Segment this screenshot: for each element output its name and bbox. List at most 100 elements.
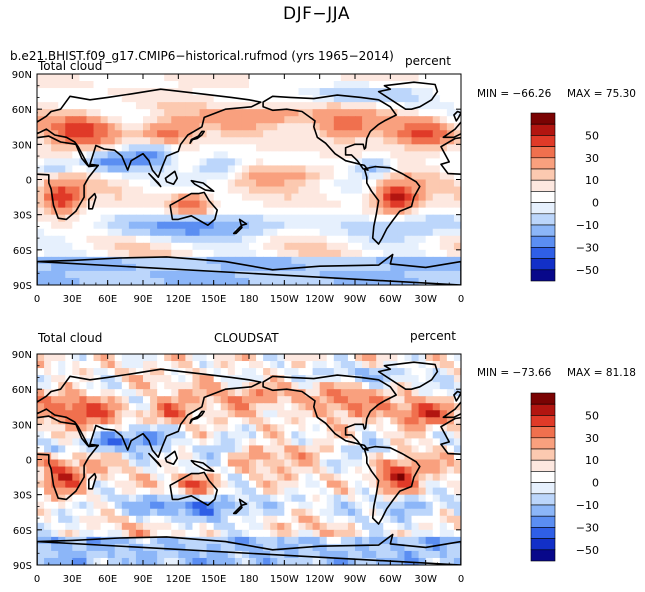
field-cell	[404, 424, 413, 432]
field-cell	[192, 95, 201, 103]
field-cell	[128, 501, 137, 510]
field-cell	[298, 487, 307, 496]
coastline	[377, 81, 439, 110]
field-cell	[305, 508, 314, 517]
field-cell	[150, 361, 158, 369]
field-cell	[121, 242, 130, 251]
field-cell	[143, 494, 151, 503]
field-cell	[390, 207, 398, 216]
field-cell	[185, 200, 194, 209]
field-cell	[439, 368, 448, 376]
field-cell	[432, 396, 441, 404]
field-cell	[333, 270, 342, 279]
field-cell	[256, 403, 264, 411]
field-cell	[270, 256, 278, 265]
field-cell	[418, 494, 427, 503]
field-cell	[164, 543, 172, 552]
field-cell	[355, 361, 363, 369]
field-cell	[256, 130, 264, 138]
field-cell	[44, 207, 52, 216]
field-cell	[135, 354, 144, 362]
field-cell	[340, 270, 349, 279]
field-cell	[100, 550, 109, 559]
field-cell	[333, 543, 342, 552]
field-cell	[241, 221, 250, 230]
field-cell	[93, 172, 102, 181]
field-cell	[256, 354, 264, 362]
field-cell	[305, 424, 314, 432]
field-cell	[213, 494, 222, 503]
field-cell	[44, 200, 52, 209]
field-cell	[298, 536, 307, 545]
field-cell	[453, 242, 461, 251]
field-cell	[44, 515, 52, 524]
field-cell	[164, 389, 172, 397]
field-cell	[256, 102, 264, 110]
field-cell	[143, 445, 151, 454]
field-cell	[213, 263, 222, 272]
field-cell	[37, 466, 45, 475]
field-cell	[171, 473, 179, 482]
field-cell	[277, 515, 285, 524]
field-cell	[213, 466, 222, 475]
panel2-min-stat: MIN = −73.66	[477, 367, 552, 379]
field-cell	[93, 368, 102, 376]
field-cell	[241, 417, 250, 425]
field-cell	[65, 193, 73, 202]
field-cell	[178, 235, 186, 244]
field-cell	[93, 354, 102, 362]
field-cell	[256, 396, 264, 404]
field-cell	[439, 221, 448, 230]
field-cell	[107, 151, 116, 159]
field-cell	[171, 74, 179, 82]
field-cell	[390, 256, 398, 265]
field-cell	[58, 228, 66, 237]
field-cell	[86, 361, 95, 369]
field-cell	[333, 459, 342, 468]
field-cell	[199, 417, 208, 425]
field-cell	[404, 263, 413, 272]
field-cell	[404, 515, 413, 524]
field-cell	[93, 186, 102, 195]
field-cell	[192, 403, 201, 411]
field-cell	[312, 557, 321, 565]
field-cell	[404, 459, 413, 468]
field-cell	[284, 410, 292, 418]
field-cell	[143, 515, 151, 524]
field-cell	[312, 431, 321, 439]
field-cell	[227, 501, 236, 510]
field-cell	[213, 459, 222, 468]
field-cell	[432, 242, 441, 251]
field-cell	[164, 158, 172, 167]
field-cell	[340, 165, 349, 174]
field-cell	[326, 172, 335, 181]
field-cell	[51, 522, 59, 531]
field-cell	[128, 221, 137, 230]
field-cell	[284, 424, 292, 432]
field-cell	[256, 459, 264, 468]
field-cell	[446, 214, 455, 223]
field-cell	[213, 158, 222, 167]
field-cell	[411, 249, 420, 258]
field-cell	[404, 382, 413, 390]
field-cell	[185, 536, 194, 545]
field-cell	[164, 179, 172, 188]
field-cell	[227, 123, 236, 131]
field-cell	[383, 214, 391, 223]
field-cell	[291, 270, 300, 279]
field-cell	[439, 522, 448, 531]
field-cell	[65, 354, 73, 362]
field-cell	[206, 522, 215, 531]
field-cell	[347, 214, 356, 223]
field-cell	[178, 522, 186, 531]
field-cell	[249, 130, 257, 138]
y-tick-label: 30N	[12, 420, 32, 431]
field-cell	[439, 403, 448, 411]
field-cell	[418, 81, 427, 89]
field-cell	[362, 179, 370, 188]
field-cell	[135, 214, 144, 223]
field-cell	[298, 410, 307, 418]
field-cell	[305, 81, 314, 89]
field-cell	[128, 109, 137, 117]
field-cell	[355, 550, 363, 559]
